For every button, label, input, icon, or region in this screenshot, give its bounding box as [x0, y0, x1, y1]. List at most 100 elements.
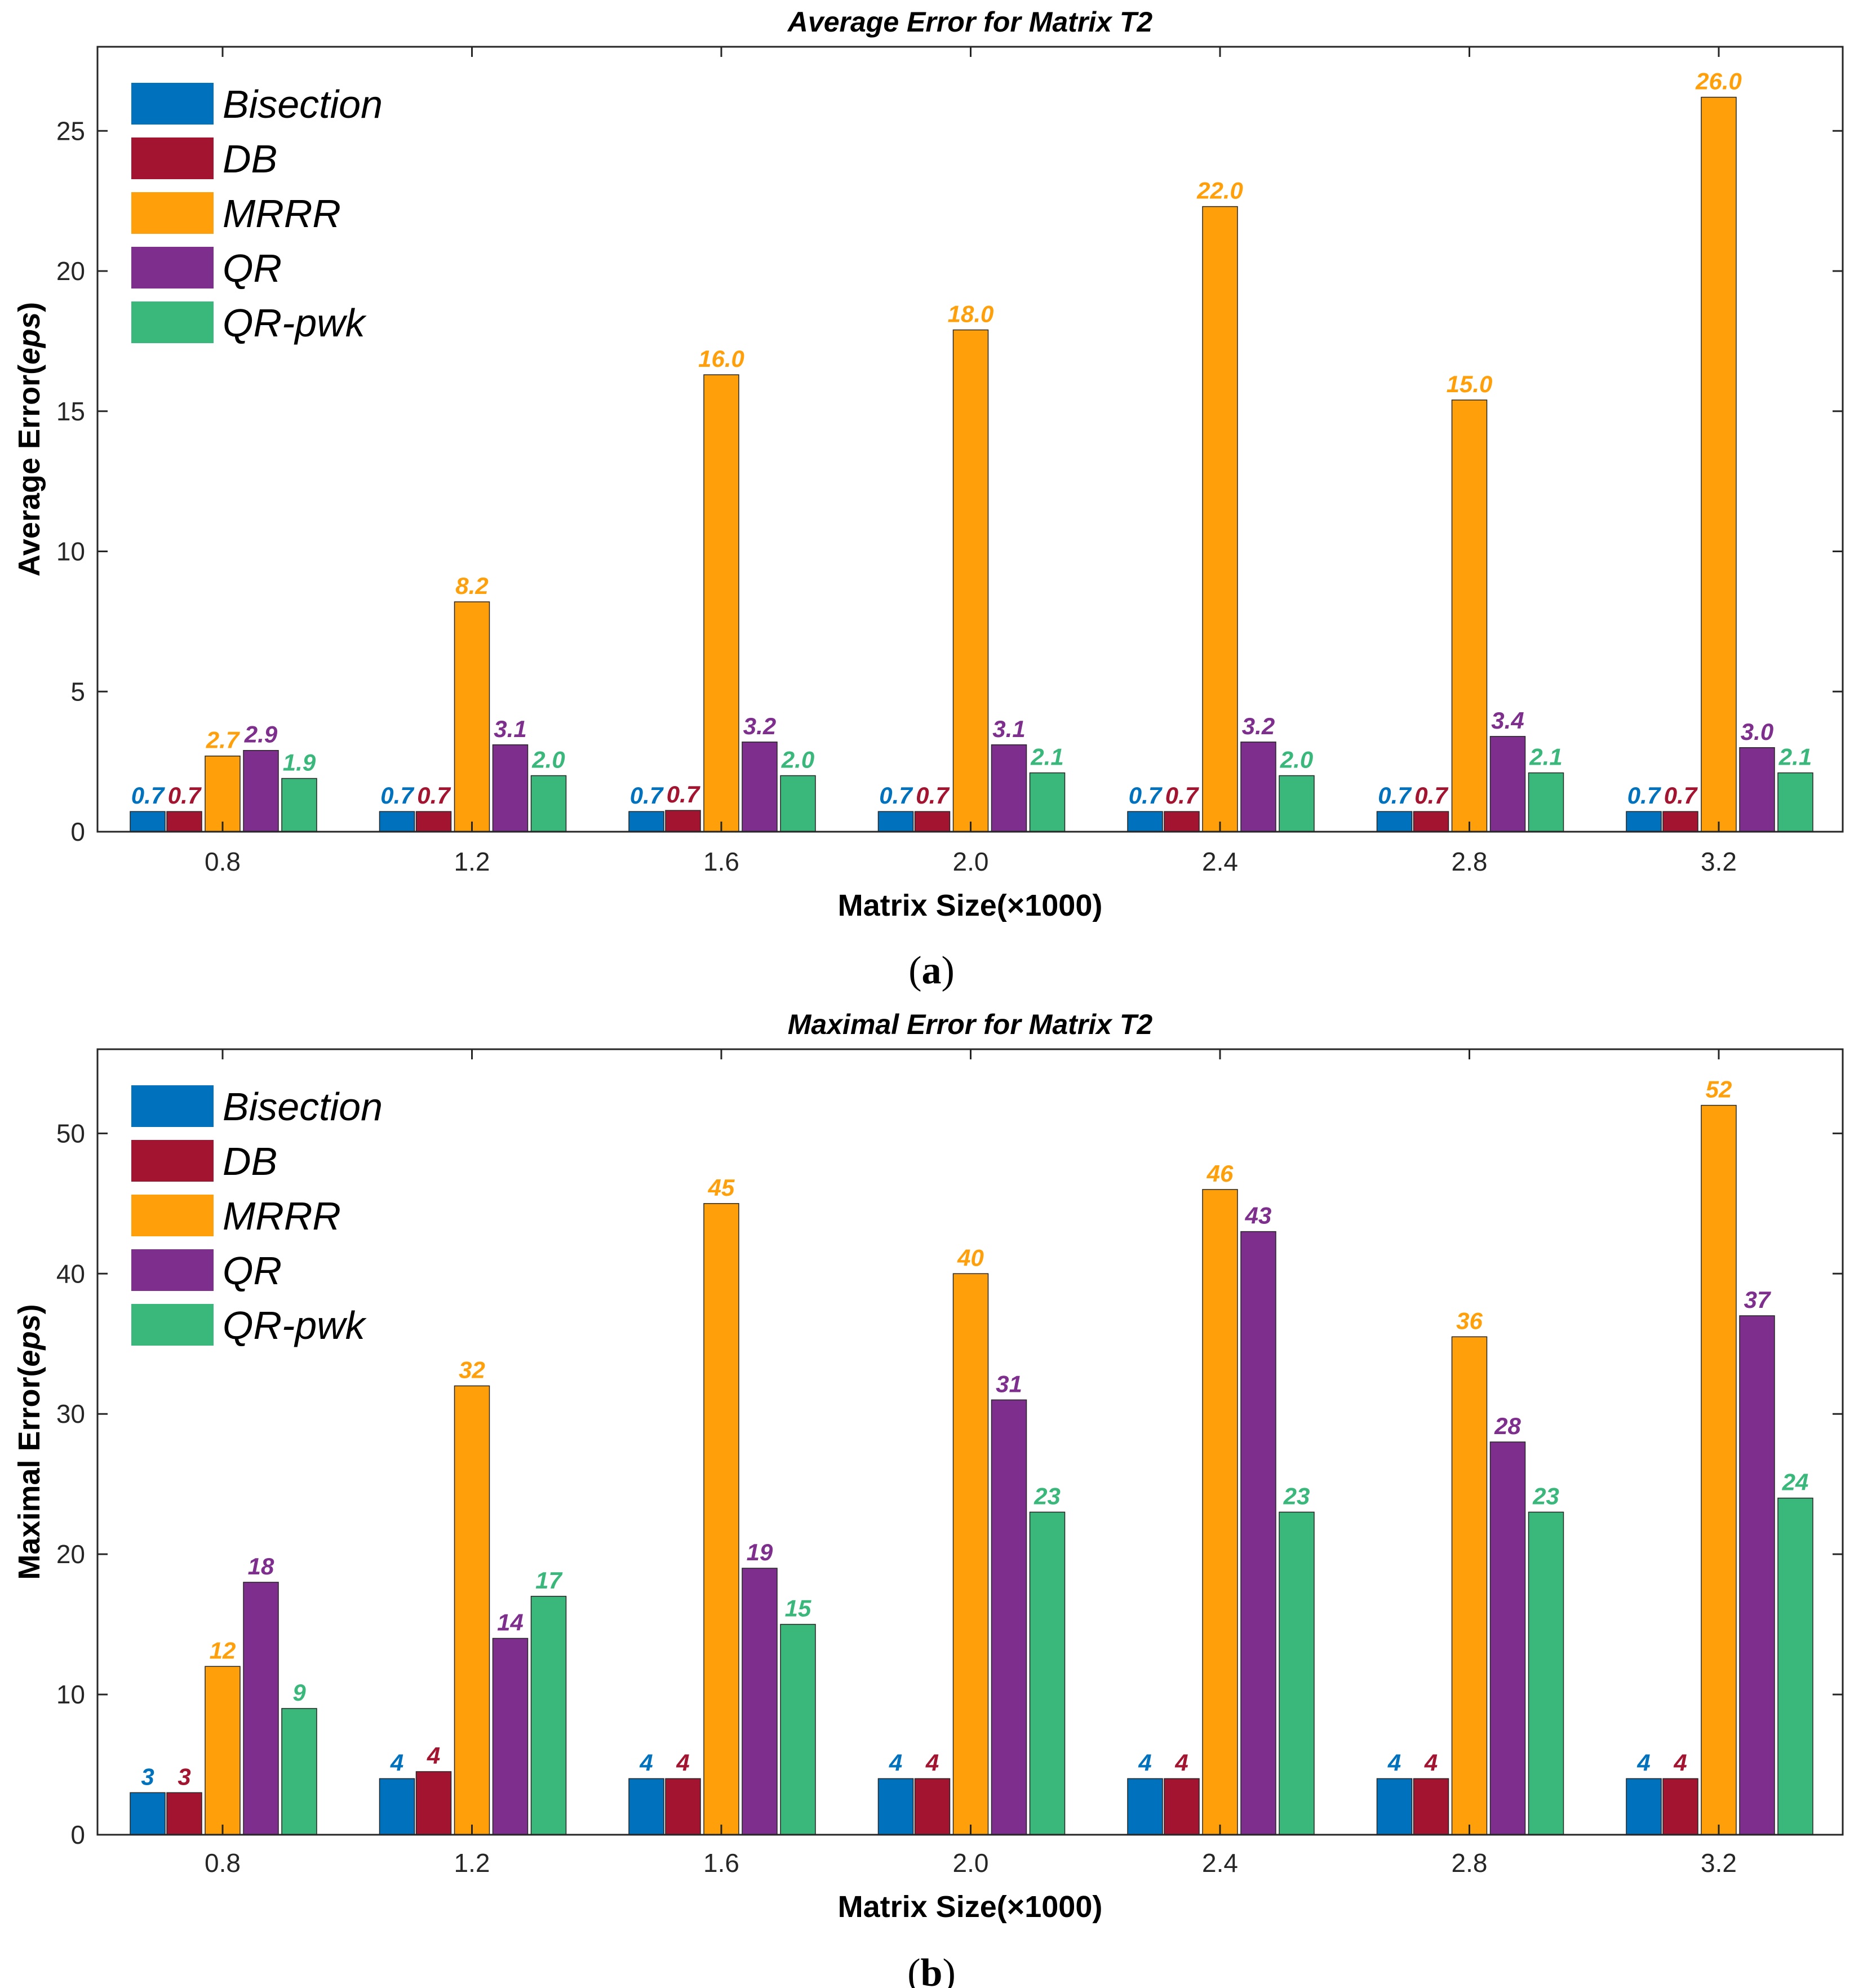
x-tick-label: 2.0	[953, 1848, 989, 1878]
y-tick-label: 10	[56, 1680, 85, 1709]
data-label-qr-pwk: 24	[1782, 1469, 1809, 1496]
caption-close: )	[942, 949, 955, 992]
data-label-qr-pwk: 2.0	[1280, 747, 1313, 773]
y-tick-label: 25	[56, 116, 85, 145]
bar-bisection-1.2	[379, 1778, 415, 1835]
x-tick-label: 1.2	[454, 1848, 490, 1878]
data-label-db: 0.7	[667, 781, 700, 807]
data-label-bisection: 4	[1387, 1749, 1401, 1776]
legend-label-qr-pwk: QR-pwk	[223, 301, 367, 345]
caption-open: (	[908, 949, 921, 992]
data-label-mrrr: 12	[210, 1637, 236, 1663]
legend-label-qr: QR	[223, 246, 282, 290]
data-label-qr: 28	[1494, 1413, 1521, 1439]
x-tick-label: 3.2	[1701, 1848, 1737, 1878]
data-label-db: 4	[427, 1742, 440, 1769]
bar-bisection-2.8	[1376, 1778, 1413, 1835]
bar-db-2.8	[1413, 1778, 1449, 1835]
data-label-mrrr: 2.7	[206, 727, 240, 753]
bar-qr-1.2	[492, 1638, 529, 1835]
bar-mrrr-3.2	[1701, 96, 1737, 832]
data-label-qr: 3.2	[1242, 713, 1275, 739]
y-axis-label: Maximal Error(eps)	[12, 1304, 46, 1579]
data-label-qr-pwk: 9	[292, 1679, 306, 1706]
data-label-qr: 14	[497, 1609, 524, 1636]
bar-bisection-3.2	[1626, 811, 1662, 832]
legend-swatch-qr	[131, 1249, 214, 1291]
bar-qr-0.8	[243, 1582, 279, 1835]
data-label-mrrr: 45	[708, 1174, 735, 1201]
legend-label-qr-pwk: QR-pwk	[223, 1303, 367, 1347]
data-label-db: 4	[925, 1749, 939, 1776]
x-tick-label: 2.8	[1452, 1848, 1488, 1878]
bar-bisection-1.2	[379, 811, 415, 832]
y-tick-label: 15	[56, 397, 85, 426]
data-label-qr-pwk: 2.1	[1030, 744, 1063, 770]
data-label-db: 0.7	[1165, 782, 1199, 809]
legend-swatch-mrrr	[131, 1195, 214, 1236]
x-axis-label: Matrix Size(×1000)	[838, 1890, 1103, 1924]
legend-label-bisection: Bisection	[223, 1085, 383, 1129]
data-label-mrrr: 22.0	[1196, 178, 1243, 204]
legend-label-db: DB	[223, 137, 277, 181]
x-tick-label: 0.8	[205, 1848, 241, 1878]
bar-qr-pwk-1.6	[780, 775, 816, 832]
data-label-mrrr: 16.0	[698, 345, 744, 372]
bar-db-1.2	[415, 811, 452, 832]
data-label-qr: 43	[1245, 1202, 1272, 1229]
legend-swatch-qr-pwk	[131, 301, 214, 343]
data-label-mrrr: 40	[957, 1244, 984, 1271]
data-label-bisection: 0.7	[1627, 782, 1661, 809]
data-label-db: 4	[676, 1749, 689, 1776]
data-label-qr: 18	[248, 1553, 274, 1579]
data-label-qr: 3.4	[1491, 707, 1524, 734]
chart-panel-a: Average Error for Matrix T2 0 5 10 15 20 25 0.7…	[12, 6, 1844, 992]
bar-qr-pwk-1.2	[530, 1596, 567, 1835]
panel-caption: (b)	[907, 1951, 956, 1988]
bar-bisection-2.0	[877, 1778, 914, 1835]
legend-swatch-db	[131, 1140, 214, 1182]
legend-swatch-mrrr	[131, 192, 214, 234]
bar-bisection-1.6	[628, 811, 664, 832]
y-axis-label-main: Average Error(	[12, 365, 46, 576]
y-tick-label: 0	[70, 1820, 85, 1849]
bar-bisection-2.4	[1127, 811, 1163, 832]
caption-letter: a	[922, 949, 942, 992]
caption-open: (	[907, 1951, 920, 1988]
y-axis-label: Average Error(eps)	[12, 302, 46, 576]
data-label-mrrr: 36	[1456, 1307, 1483, 1334]
data-label-bisection: 4	[1138, 1749, 1151, 1776]
data-label-qr: 19	[747, 1539, 773, 1565]
bar-qr-2.0	[991, 1399, 1027, 1835]
bar-qr-2.8	[1489, 736, 1526, 832]
bar-db-2.4	[1164, 811, 1200, 832]
bar-mrrr-3.2	[1701, 1104, 1737, 1835]
x-tick-label: 3.2	[1701, 847, 1737, 876]
data-label-qr-pwk: 23	[1283, 1483, 1310, 1509]
bar-qr-1.6	[742, 1568, 778, 1835]
x-tick-label: 1.6	[703, 1848, 739, 1878]
bar-mrrr-2.0	[952, 1273, 989, 1835]
data-label-qr: 3.2	[743, 713, 776, 739]
data-label-mrrr: 8.2	[455, 573, 488, 599]
data-label-qr-pwk: 2.1	[1778, 744, 1812, 770]
bar-bisection-0.8	[130, 1792, 166, 1835]
data-label-db: 3	[178, 1763, 190, 1790]
data-label-mrrr: 46	[1206, 1160, 1234, 1187]
data-label-bisection: 4	[390, 1749, 403, 1776]
bar-db-0.8	[166, 1792, 202, 1835]
data-label-db: 0.7	[1664, 782, 1698, 809]
caption-letter: b	[921, 1951, 943, 1988]
data-label-mrrr: 52	[1706, 1076, 1732, 1103]
y-axis-label-unit: eps	[12, 312, 46, 365]
bar-db-1.6	[665, 1778, 701, 1835]
bar-qr-pwk-3.2	[1777, 772, 1813, 832]
bar-qr-pwk-2.8	[1528, 772, 1564, 832]
data-label-db: 4	[1424, 1749, 1438, 1776]
bar-bisection-2.0	[877, 811, 914, 832]
x-tick-label: 2.4	[1202, 1848, 1238, 1878]
data-label-qr: 3.1	[992, 716, 1025, 742]
data-label-db: 0.7	[916, 782, 950, 809]
data-label-qr-pwk: 2.0	[781, 747, 814, 773]
